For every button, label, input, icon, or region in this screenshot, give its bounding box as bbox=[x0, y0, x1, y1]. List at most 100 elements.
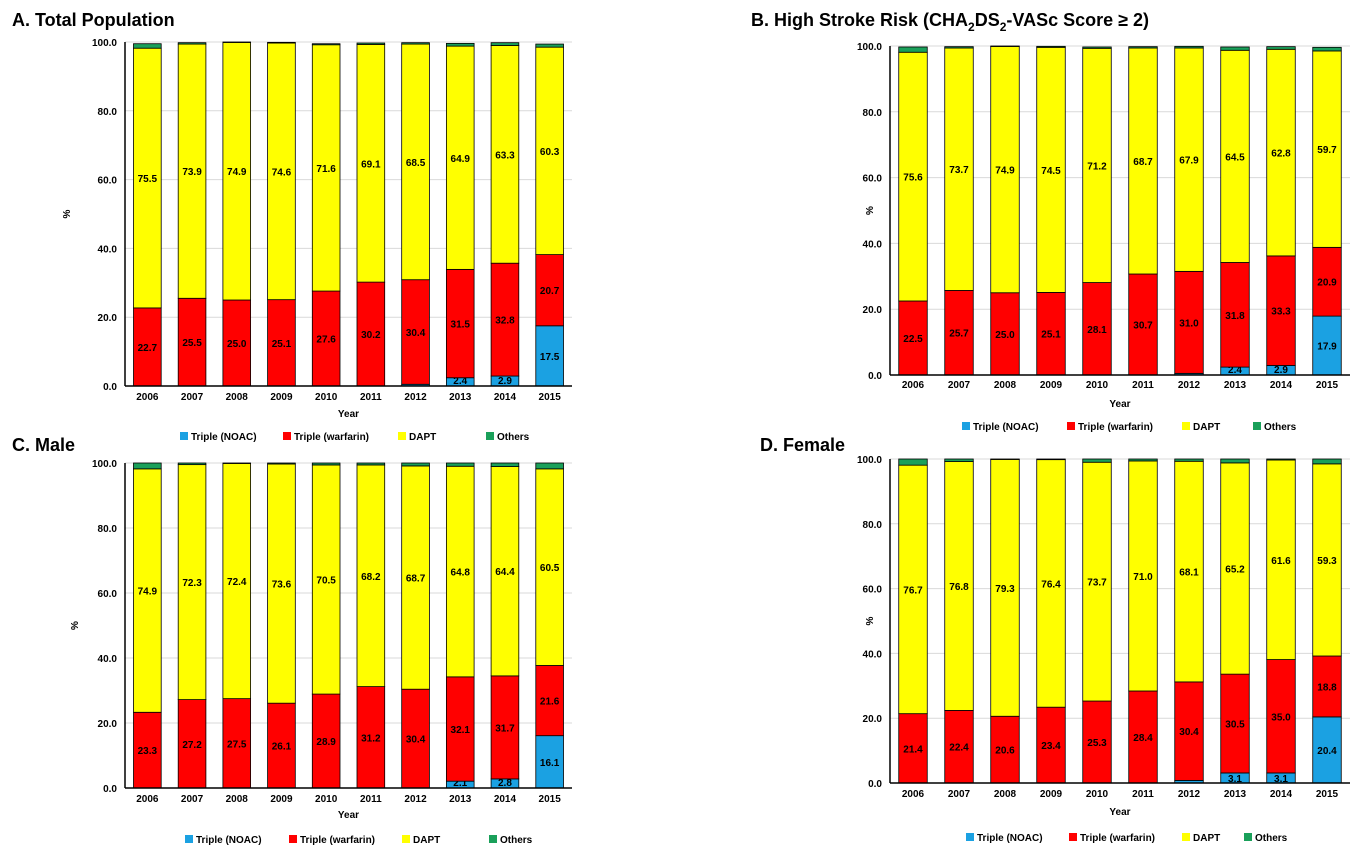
x-tick-label: 2012 bbox=[1178, 380, 1201, 391]
bar-dapt bbox=[898, 51, 928, 302]
data-label: 74.5 bbox=[1041, 166, 1061, 177]
y-tick-label: 80.0 bbox=[98, 107, 118, 118]
bar-triple-warfarin bbox=[1174, 270, 1204, 374]
legend-label-others: Others bbox=[500, 835, 533, 846]
data-label: 32.8 bbox=[495, 316, 515, 327]
x-tick-label: 2010 bbox=[1086, 789, 1109, 800]
data-label: 79.3 bbox=[995, 584, 1015, 595]
data-label: 74.9 bbox=[995, 166, 1015, 177]
bar-others bbox=[898, 458, 928, 466]
data-label: 75.5 bbox=[138, 174, 158, 185]
bar-dapt bbox=[490, 45, 520, 264]
bar-others bbox=[990, 45, 1020, 47]
data-label: 26.1 bbox=[272, 742, 292, 753]
data-label: 76.8 bbox=[949, 582, 969, 593]
y-tick-label: 80.0 bbox=[863, 520, 883, 531]
data-label: 28.1 bbox=[1087, 325, 1107, 336]
y-tick-label: 20.0 bbox=[863, 305, 883, 316]
x-tick-label: 2015 bbox=[539, 794, 562, 805]
bar-dapt bbox=[1036, 46, 1066, 293]
bar-dapt bbox=[401, 43, 430, 281]
bar-dapt bbox=[1174, 47, 1204, 272]
legend-label-dapt: DAPT bbox=[409, 432, 436, 443]
bar-dapt bbox=[490, 466, 520, 677]
bar-dapt bbox=[1082, 461, 1112, 702]
legend-swatch-others bbox=[1244, 833, 1252, 841]
data-label: 71.6 bbox=[316, 164, 336, 175]
data-label: 68.2 bbox=[361, 572, 381, 583]
legend-swatch-triple-noac bbox=[185, 835, 193, 843]
data-label: 68.5 bbox=[406, 158, 426, 169]
bar-triple-warfarin bbox=[133, 711, 162, 789]
bar-triple-warfarin bbox=[944, 290, 974, 376]
bar-triple-warfarin bbox=[1312, 246, 1342, 317]
y-tick-label: 20.0 bbox=[98, 313, 118, 324]
x-tick-label: 2006 bbox=[902, 380, 925, 391]
data-label: 31.5 bbox=[451, 320, 471, 331]
bar-others bbox=[222, 41, 252, 43]
x-tick-label: 2007 bbox=[181, 392, 204, 403]
data-label: 59.7 bbox=[1317, 145, 1337, 156]
data-label: 23.4 bbox=[1041, 741, 1061, 752]
data-label: 27.5 bbox=[227, 739, 247, 750]
bar-others bbox=[1220, 458, 1250, 464]
legend-swatch-dapt bbox=[1182, 422, 1190, 430]
data-label: 32.1 bbox=[451, 725, 471, 736]
bar-triple-warfarin bbox=[535, 254, 564, 327]
bar-others bbox=[445, 462, 475, 467]
bar-dapt bbox=[356, 464, 386, 688]
x-tick-label: 2013 bbox=[1224, 380, 1247, 391]
bar-triple-warfarin bbox=[898, 300, 928, 376]
data-label: 25.5 bbox=[182, 338, 202, 349]
bar-triple-warfarin bbox=[267, 299, 296, 387]
data-label: 30.4 bbox=[406, 735, 426, 746]
bar-triple-warfarin bbox=[1036, 706, 1066, 784]
data-label: 73.9 bbox=[182, 167, 202, 178]
bar-others bbox=[535, 462, 564, 470]
bar-others bbox=[944, 46, 974, 49]
y-axis-label: % bbox=[865, 616, 876, 625]
bar-triple-warfarin bbox=[1220, 262, 1250, 368]
data-label: 21.4 bbox=[903, 744, 923, 755]
bar-others bbox=[222, 462, 252, 464]
bar-others bbox=[267, 462, 296, 465]
x-tick-label: 2006 bbox=[136, 392, 159, 403]
y-tick-label: 20.0 bbox=[863, 714, 883, 725]
bar-dapt bbox=[311, 44, 341, 292]
data-label: 2.8 bbox=[498, 778, 512, 789]
data-label: 30.4 bbox=[406, 328, 426, 339]
bar-others bbox=[445, 42, 475, 47]
bar-others bbox=[1036, 458, 1066, 461]
data-label: 70.5 bbox=[316, 576, 336, 587]
bar-dapt bbox=[177, 464, 207, 701]
panel-b-high-stroke-risk-chart: 0.0 20.0 40.0 60.0 80.0 100.0 22.5 75.6 2006 25.7… bbox=[857, 42, 1350, 433]
legend-label-dapt: DAPT bbox=[1193, 422, 1220, 433]
y-tick-label: 40.0 bbox=[863, 239, 883, 250]
bar-others bbox=[990, 458, 1020, 460]
y-axis-label: % bbox=[62, 209, 73, 218]
data-label: 76.7 bbox=[903, 585, 923, 596]
data-label: 71.0 bbox=[1133, 572, 1153, 583]
bar-triple-warfarin bbox=[1220, 673, 1250, 774]
legend-label-triple-warfarin: Triple (warfarin) bbox=[300, 835, 375, 846]
data-label: 25.0 bbox=[227, 339, 247, 350]
bar-triple-warfarin bbox=[490, 262, 520, 377]
legend-swatch-triple-warfarin bbox=[283, 432, 291, 440]
legend-label-triple-noac: Triple (NOAC) bbox=[973, 422, 1039, 433]
x-tick-label: 2014 bbox=[1270, 789, 1293, 800]
x-axis-label: Year bbox=[338, 810, 359, 821]
data-label: 71.2 bbox=[1087, 161, 1107, 172]
bar-others bbox=[133, 462, 162, 470]
bar-dapt bbox=[311, 464, 341, 695]
bar-dapt bbox=[1036, 459, 1066, 708]
legend-label-triple-noac: Triple (NOAC) bbox=[196, 835, 262, 846]
bar-others bbox=[401, 462, 430, 467]
data-label: 31.8 bbox=[1225, 311, 1245, 322]
legend-swatch-dapt bbox=[398, 432, 406, 440]
bar-dapt bbox=[1220, 49, 1250, 263]
data-label: 75.6 bbox=[903, 173, 923, 184]
bar-others bbox=[311, 43, 341, 46]
y-tick-label: 80.0 bbox=[98, 524, 118, 535]
legend-swatch-triple-warfarin bbox=[289, 835, 297, 843]
